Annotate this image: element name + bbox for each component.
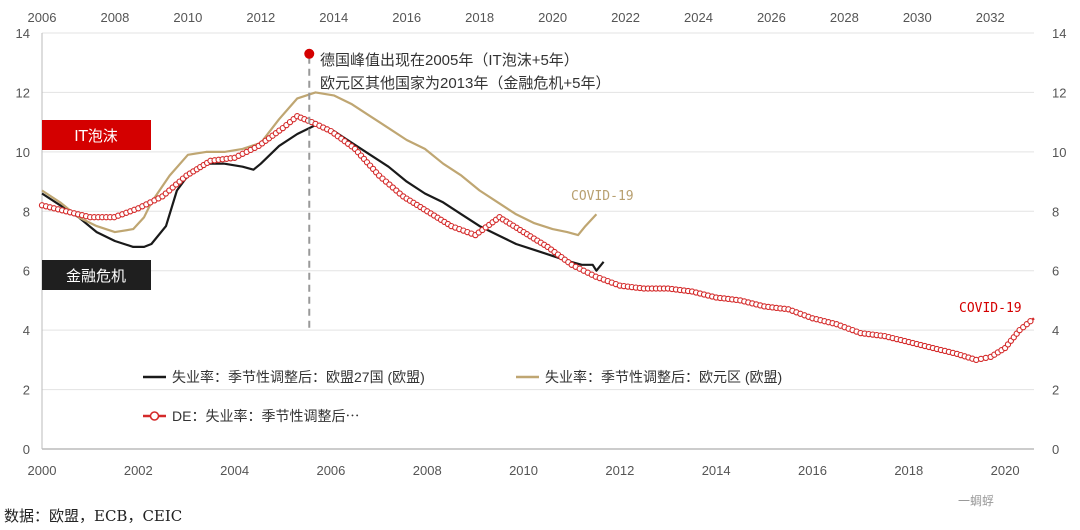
x-top-tick-label: 2008: [100, 10, 129, 25]
y-left-tick-label: 10: [16, 145, 30, 160]
y-left-tick-label: 8: [23, 204, 30, 219]
y-left-tick-label: 2: [23, 383, 30, 398]
x-bottom-tick-label: 2004: [220, 463, 249, 478]
peak-marker-dot: [304, 48, 315, 59]
y-right-tick-label: 6: [1052, 264, 1059, 279]
x-bottom-tick-label: 2008: [413, 463, 442, 478]
x-top-tick-label: 2026: [757, 10, 786, 25]
source-note: 数据：欧盟，ECB，CEIC: [4, 507, 183, 525]
y-right-tick-label: 14: [1052, 26, 1066, 41]
y-left-tick-label: 12: [16, 85, 30, 100]
y-left-tick-label: 14: [16, 26, 30, 41]
x-top-tick-label: 2024: [684, 10, 713, 25]
x-top-tick-label: 2020: [538, 10, 567, 25]
legend-eurozone: 失业率：季节性调整后：欧元区 (欧盟): [545, 369, 782, 385]
data-point: [982, 354, 989, 362]
it-bubble-tag: IT泡沫: [74, 127, 118, 145]
x-bottom-tick-label: 2016: [798, 463, 827, 478]
crisis-tag-box: [42, 260, 151, 290]
it-bubble-tag-box: [42, 120, 151, 150]
x-bottom-tick-label: 2010: [509, 463, 538, 478]
x-top-tick-label: 2032: [976, 10, 1005, 25]
axes: [41, 33, 1034, 450]
data-point: [1027, 318, 1034, 325]
x-top-tick-label: 2006: [28, 10, 57, 25]
tick-labels: 2000 2002 2004 2006 2008 2010 2012 2014 2016 2018…: [16, 10, 1067, 478]
x-bottom-tick-label: 2020: [991, 463, 1020, 478]
peak-annotation-line2: 欧元区其他国家为2013年（金融危机+5年）: [320, 75, 610, 92]
legend-marker-germany: [149, 411, 160, 421]
crisis-tag: 金融危机: [66, 267, 126, 285]
x-top-tick-label: 2010: [173, 10, 202, 25]
x-bottom-tick-label: 2000: [28, 463, 57, 478]
watermark: 一蜩蜉: [958, 494, 995, 508]
x-top-tick-label: 2016: [392, 10, 421, 25]
series: [38, 91, 1035, 364]
x-top-tick-label: 2030: [903, 10, 932, 25]
y-right-tick-label: 10: [1052, 145, 1066, 160]
x-top-tick-label: 2014: [319, 10, 348, 25]
y-right-tick-label: 8: [1052, 204, 1059, 219]
y-right-tick-label: 2: [1052, 383, 1059, 398]
x-bottom-tick-label: 2006: [316, 463, 345, 478]
y-left-tick-label: 0: [23, 442, 30, 457]
peak-annotation-line1: 德国峰值出现在2005年（IT泡沫+5年）: [320, 51, 579, 69]
x-top-tick-label: 2018: [465, 10, 494, 25]
x-top-tick-label: 2022: [611, 10, 640, 25]
y-left-tick-label: 6: [23, 264, 30, 279]
x-top-tick-label: 2028: [830, 10, 859, 25]
legend: 失业率：季节性调整后：欧盟27国 (欧盟) 失业率：季节性调整后：欧元区 (欧盟…: [143, 369, 782, 424]
y-left-tick-label: 4: [23, 323, 30, 338]
x-bottom-tick-label: 2018: [894, 463, 923, 478]
y-right-tick-label: 4: [1052, 323, 1059, 338]
covid-eurozone-label: COVID-19: [571, 189, 634, 204]
series-line-1: [41, 91, 598, 237]
x-top-tick-label: 2012: [246, 10, 275, 25]
x-bottom-tick-label: 2002: [124, 463, 153, 478]
legend-germany: DE：失业率：季节性调整后⋯: [172, 408, 359, 424]
x-bottom-tick-label: 2012: [605, 463, 634, 478]
covid-germany-label: COVID-19: [959, 301, 1022, 316]
y-right-tick-label: 12: [1052, 85, 1066, 100]
y-right-tick-label: 0: [1052, 442, 1059, 457]
x-bottom-tick-label: 2014: [702, 463, 731, 478]
legend-eu27: 失业率：季节性调整后：欧盟27国 (欧盟): [172, 369, 425, 385]
